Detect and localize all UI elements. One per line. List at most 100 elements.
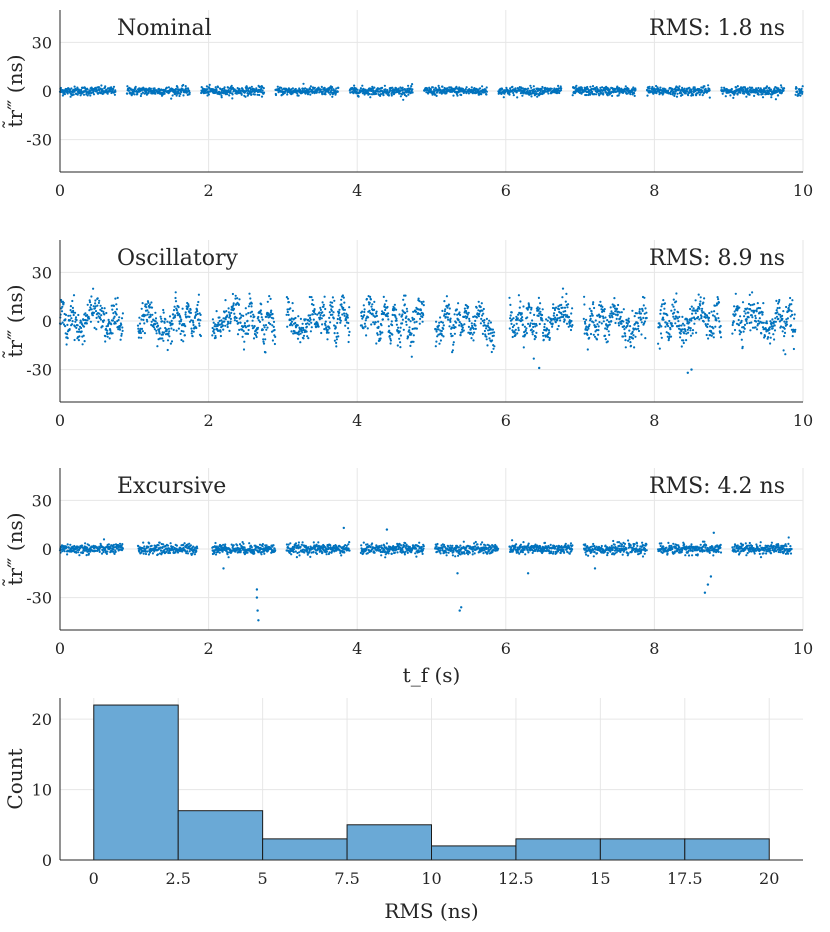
data-point xyxy=(99,316,101,318)
data-point xyxy=(713,336,715,338)
data-point xyxy=(100,318,102,320)
data-point xyxy=(367,327,369,329)
data-point xyxy=(184,334,186,336)
data-point xyxy=(638,310,640,312)
data-point xyxy=(306,331,308,333)
data-point xyxy=(266,327,268,329)
data-point xyxy=(529,312,531,314)
data-point xyxy=(681,316,683,318)
data-point xyxy=(250,315,252,317)
data-point xyxy=(67,543,69,545)
data-point xyxy=(503,96,505,98)
x-tick-label: 2 xyxy=(204,411,214,430)
data-point xyxy=(562,307,564,309)
data-point xyxy=(706,334,708,336)
data-point xyxy=(110,547,112,549)
data-point xyxy=(322,91,324,93)
data-point xyxy=(345,319,347,321)
data-point xyxy=(230,90,232,92)
data-point xyxy=(83,94,85,96)
data-point xyxy=(66,546,68,548)
data-point xyxy=(516,96,518,98)
data-point xyxy=(673,299,675,301)
data-point xyxy=(646,317,648,319)
data-points xyxy=(59,83,804,101)
data-point xyxy=(535,336,537,338)
data-point xyxy=(609,316,611,318)
data-point xyxy=(343,312,345,314)
data-point xyxy=(156,322,158,324)
data-point xyxy=(476,307,478,309)
data-point xyxy=(119,329,121,331)
data-point xyxy=(663,308,665,310)
data-point xyxy=(585,94,587,96)
data-point xyxy=(263,324,265,326)
data-point xyxy=(310,319,312,321)
data-point xyxy=(71,323,73,325)
data-point xyxy=(552,323,554,325)
data-point xyxy=(69,319,71,321)
data-point xyxy=(156,345,158,347)
data-point xyxy=(639,308,641,310)
data-point xyxy=(222,329,224,331)
data-point xyxy=(488,337,490,339)
data-point xyxy=(93,312,95,314)
data-point xyxy=(336,322,338,324)
data-point xyxy=(599,301,601,303)
data-point xyxy=(185,85,187,87)
data-point xyxy=(565,301,567,303)
data-point xyxy=(766,322,768,324)
data-point xyxy=(583,296,585,298)
data-point xyxy=(464,308,466,310)
data-point xyxy=(671,322,673,324)
data-point xyxy=(670,93,672,95)
data-point xyxy=(692,94,694,96)
data-point xyxy=(196,547,198,549)
data-point xyxy=(256,336,258,338)
data-point xyxy=(154,87,156,89)
data-point xyxy=(155,320,157,322)
data-point xyxy=(190,312,192,314)
data-point xyxy=(438,343,440,345)
data-point xyxy=(222,324,224,326)
data-point xyxy=(237,322,239,324)
data-point xyxy=(265,329,267,331)
data-point xyxy=(681,94,683,96)
data-point xyxy=(756,310,758,312)
data-point xyxy=(514,87,516,89)
data-point xyxy=(672,325,674,327)
data-point xyxy=(539,302,541,304)
data-point xyxy=(717,317,719,319)
data-point xyxy=(690,335,692,337)
data-point xyxy=(233,308,235,310)
data-point xyxy=(225,310,227,312)
data-point xyxy=(74,339,76,341)
data-point xyxy=(172,313,174,315)
data-point xyxy=(604,308,606,310)
data-point xyxy=(535,332,537,334)
data-point xyxy=(388,325,390,327)
data-point xyxy=(318,326,320,328)
data-point xyxy=(179,93,181,95)
data-point xyxy=(321,323,323,325)
data-point xyxy=(597,334,599,336)
data-point xyxy=(75,316,77,318)
data-point xyxy=(470,337,472,339)
data-point xyxy=(790,303,792,305)
data-point xyxy=(324,93,326,95)
data-point xyxy=(86,319,88,321)
data-point xyxy=(660,305,662,307)
data-point xyxy=(758,94,760,96)
data-point xyxy=(309,94,311,96)
data-point xyxy=(608,334,610,336)
data-point xyxy=(616,86,618,88)
data-point xyxy=(348,331,350,333)
data-point xyxy=(238,329,240,331)
data-point xyxy=(121,333,123,335)
data-point xyxy=(453,341,455,343)
data-point xyxy=(556,314,558,316)
data-point xyxy=(634,89,636,91)
data-point xyxy=(677,320,679,322)
data-point xyxy=(708,320,710,322)
data-point xyxy=(680,333,682,335)
